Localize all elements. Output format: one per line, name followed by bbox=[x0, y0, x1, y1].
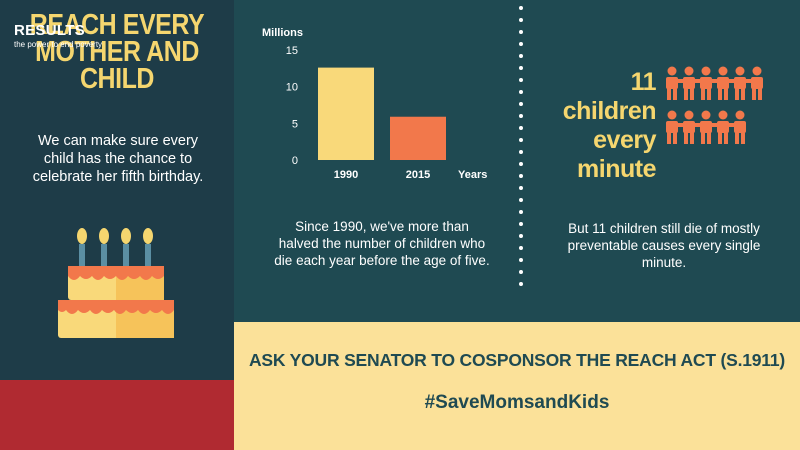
chart-caption-line-3: die each year before the age of five. bbox=[274, 253, 490, 268]
results-logo: RESULTS bbox=[14, 22, 85, 39]
hashtag[interactable]: #SaveMomsandKids bbox=[424, 392, 610, 413]
y-axis-label: Millions bbox=[262, 27, 303, 39]
x-axis-ticks: 1990 2015 bbox=[334, 169, 430, 181]
y-tick-label-3: 15 bbox=[286, 45, 298, 57]
stat-panel bbox=[526, 0, 800, 322]
stat-caption-line-2: preventable causes every single bbox=[567, 238, 761, 253]
headline: REACH EVERY MOTHER AND CHILD bbox=[16, 9, 217, 95]
x-tick-label-2015: 2015 bbox=[406, 169, 430, 181]
birthday-cake-icon bbox=[58, 228, 174, 338]
child-figure-icon bbox=[666, 110, 678, 144]
stat-caption: But 11 children still die of mostly prev… bbox=[540, 220, 788, 271]
intro-line-3: celebrate her fifth birthday. bbox=[32, 169, 204, 185]
stat-headline: 11 children every minute bbox=[540, 68, 657, 184]
bars bbox=[318, 67, 446, 160]
intro-text: We can make sure every child has the cha… bbox=[18, 132, 218, 186]
chart-caption-line-1: Since 1990, we've more than bbox=[295, 219, 469, 234]
bar-chart: Millions 0 5 10 15 1990 2015 Years bbox=[262, 27, 487, 181]
child-figure-icon bbox=[734, 110, 746, 144]
child-figure-icon bbox=[700, 66, 712, 100]
chart-panel bbox=[234, 0, 520, 322]
child-figure-icon bbox=[717, 66, 729, 100]
stat-caption-line-1: But 11 children still die of mostly bbox=[568, 221, 760, 236]
child-figure-icon bbox=[666, 66, 678, 100]
bar-2015 bbox=[390, 116, 446, 160]
y-axis-ticks: 0 5 10 15 bbox=[286, 45, 298, 167]
stat-line-2: every bbox=[593, 126, 656, 154]
bar-1990 bbox=[318, 67, 374, 160]
stat-line-3: minute bbox=[577, 155, 656, 183]
cta-panel bbox=[234, 322, 800, 450]
stat-caption-line-3: minute. bbox=[641, 255, 687, 270]
headline-line-1: REACH EVERY bbox=[29, 9, 205, 41]
x-axis-label: Years bbox=[458, 169, 487, 181]
x-tick-label-1990: 1990 bbox=[334, 169, 358, 181]
intro-line-1: We can make sure every bbox=[37, 133, 199, 149]
chart-caption: Since 1990, we've more than halved the n… bbox=[258, 218, 506, 269]
headline-line-2: MOTHER AND bbox=[35, 36, 199, 68]
child-figure-icon bbox=[751, 66, 763, 100]
children-arms bbox=[666, 79, 763, 83]
dotted-divider bbox=[519, 6, 523, 294]
y-tick-label-0: 0 bbox=[292, 155, 298, 167]
candles bbox=[77, 228, 153, 266]
y-tick-label-2: 10 bbox=[286, 82, 298, 94]
children-arms bbox=[666, 123, 746, 127]
results-tagline: the power to end poverty bbox=[14, 40, 103, 49]
children-icons bbox=[666, 66, 763, 144]
cta-text: ASK YOUR SENATOR TO COSPONSOR THE REACH … bbox=[248, 350, 786, 370]
results-panel bbox=[0, 380, 234, 450]
child-figure-icon bbox=[683, 110, 695, 144]
child-figure-icon bbox=[734, 66, 746, 100]
chart-caption-line-2: halved the number of children who bbox=[278, 236, 486, 251]
child-figure-icon bbox=[700, 110, 712, 144]
child-figure-icon bbox=[717, 110, 729, 144]
child-figure-icon bbox=[683, 66, 695, 100]
headline-line-3: CHILD bbox=[79, 63, 155, 95]
y-tick-label-1: 5 bbox=[292, 118, 298, 130]
intro-line-2: child has the chance to bbox=[43, 151, 193, 167]
stat-line-1: 11 children bbox=[562, 68, 657, 125]
